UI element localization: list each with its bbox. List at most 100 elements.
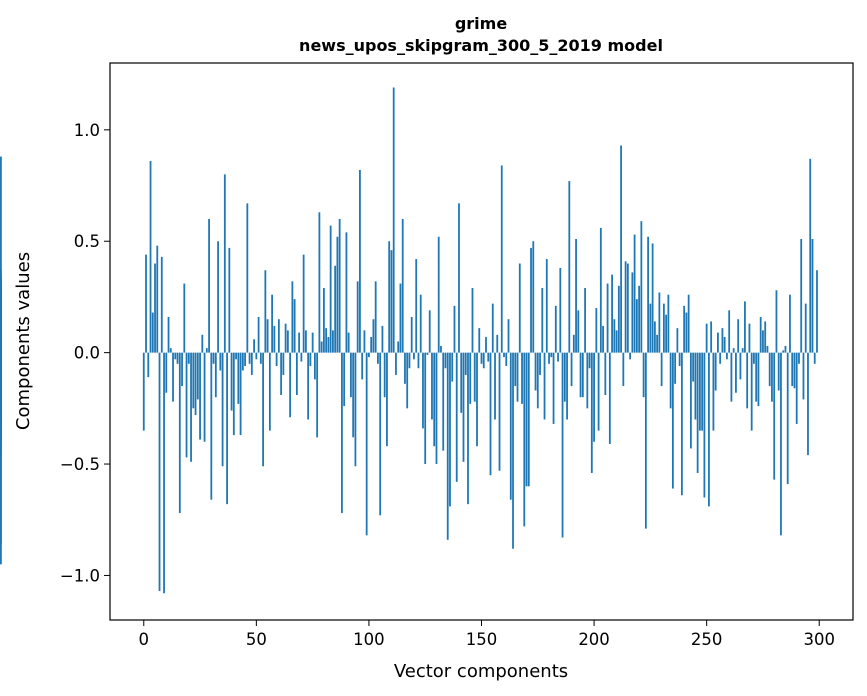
bar-117 <box>406 352 409 409</box>
bar-172 <box>530 247 532 353</box>
bar-213 <box>622 352 625 387</box>
bar-74 <box>309 352 312 367</box>
bar-5 <box>154 263 156 353</box>
bar-292 <box>800 239 803 353</box>
bar-296 <box>809 158 812 353</box>
bar-20 <box>187 352 190 364</box>
bar-221 <box>640 221 643 353</box>
bar-160 <box>503 352 505 358</box>
bar-133 <box>442 352 445 451</box>
bar-40 <box>232 352 235 436</box>
bar-128 <box>431 352 433 420</box>
bar-66 <box>291 281 294 353</box>
bar-100 <box>368 352 370 358</box>
bar-186 <box>561 352 564 538</box>
bar-120 <box>413 352 415 360</box>
bar-194 <box>579 352 582 398</box>
bar-34 <box>219 352 222 371</box>
bar-148 <box>476 352 478 447</box>
bar-125 <box>424 352 427 465</box>
bar-25 <box>199 352 201 440</box>
bar-155 <box>491 303 494 353</box>
bar-232 <box>665 314 668 353</box>
bar-26 <box>201 334 204 353</box>
bar-227 <box>653 321 656 353</box>
bar-101 <box>370 337 373 353</box>
bar-192 <box>575 239 577 353</box>
y-tick-label: 1.0 <box>74 121 100 140</box>
bar-184 <box>557 352 559 362</box>
bar-283 <box>780 352 782 536</box>
bar-77 <box>316 352 319 438</box>
bar-145 <box>469 352 472 404</box>
bar-205 <box>604 352 607 395</box>
bar-157 <box>496 334 499 353</box>
bar-118 <box>408 352 411 369</box>
bar-299 <box>816 270 818 353</box>
bar-17 <box>181 352 183 387</box>
bar-129 <box>433 352 436 447</box>
bar-135 <box>446 352 449 540</box>
x-tick-label: 150 <box>466 630 498 649</box>
bar-215 <box>626 263 629 353</box>
bar-203 <box>599 227 602 353</box>
bar-144 <box>467 352 469 505</box>
bar-238 <box>678 352 681 367</box>
x-tick-label: 0 <box>139 630 150 649</box>
bar-276 <box>764 321 767 353</box>
bar-214 <box>624 261 627 353</box>
bar-36 <box>223 174 226 353</box>
bar-110 <box>390 250 393 353</box>
bar-202 <box>597 352 600 431</box>
bar-245 <box>694 352 697 420</box>
bar-271 <box>753 352 755 364</box>
bar-219 <box>635 299 638 353</box>
bar-96 <box>359 169 361 353</box>
bar-108 <box>386 352 388 447</box>
y-tick-label: 0.5 <box>74 232 100 251</box>
bar-191 <box>572 334 575 353</box>
bar-116 <box>404 352 406 384</box>
bar-46 <box>246 203 249 353</box>
x-tick-label: 50 <box>246 630 267 649</box>
bar-121 <box>415 259 418 353</box>
bar-69 <box>298 332 301 353</box>
bar-247 <box>699 352 701 431</box>
bar-162 <box>507 319 510 353</box>
bar-70 <box>300 352 303 362</box>
bar-262 <box>732 348 735 353</box>
bar-114 <box>399 283 402 353</box>
bar-295 <box>807 352 809 456</box>
bar-249 <box>703 352 706 498</box>
bar-286 <box>786 352 789 485</box>
bar-224 <box>647 236 650 353</box>
y-tick-label: −1.0 <box>60 566 100 585</box>
bar-294 <box>804 303 807 353</box>
bar-7 <box>158 352 161 592</box>
bar-208 <box>611 274 613 353</box>
chart-title: grime <box>455 14 508 33</box>
bar-217 <box>631 272 634 353</box>
bar-275 <box>762 330 764 353</box>
bar-175 <box>536 352 539 409</box>
bar-272 <box>755 352 758 402</box>
bar-188 <box>566 352 568 420</box>
bar-104 <box>377 352 379 364</box>
bar-293 <box>802 352 805 400</box>
bar-13 <box>172 352 174 402</box>
bar-44 <box>241 352 244 371</box>
bar-84 <box>332 330 334 353</box>
bar-31 <box>212 352 215 364</box>
bar-50 <box>255 352 258 360</box>
bar-179 <box>545 259 548 353</box>
bar-87 <box>338 218 341 353</box>
bar-216 <box>629 352 631 360</box>
bar-291 <box>798 352 800 364</box>
bar-62 <box>282 352 285 375</box>
bar-230 <box>660 352 663 387</box>
bar-250 <box>705 323 708 353</box>
bar-248 <box>701 352 704 431</box>
bar-72 <box>304 330 307 353</box>
bar-52 <box>259 352 262 364</box>
